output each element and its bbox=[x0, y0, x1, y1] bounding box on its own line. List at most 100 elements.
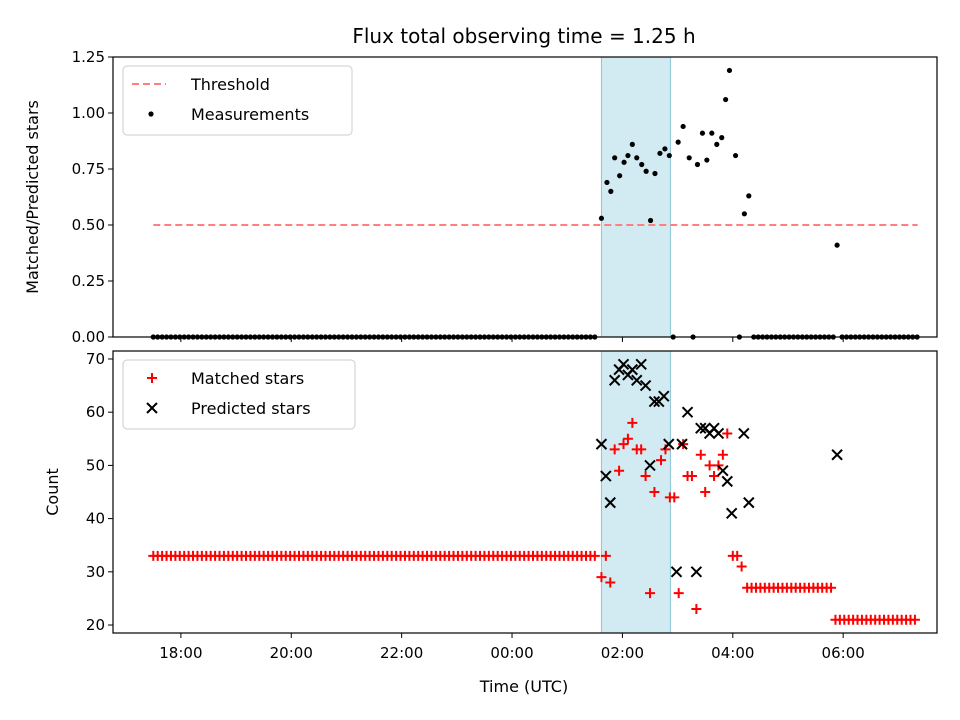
matched-star-marker bbox=[704, 460, 715, 471]
matched-star-marker bbox=[649, 487, 660, 497]
predicted-star-marker bbox=[743, 496, 755, 509]
legend-predicted-label: Predicted stars bbox=[191, 399, 311, 418]
measurement-point bbox=[834, 242, 840, 248]
y-tick-label: 1.25 bbox=[72, 48, 105, 66]
x-tick-label: 00:00 bbox=[490, 644, 533, 662]
x-tick-label: 18:00 bbox=[159, 644, 202, 662]
measurement-point bbox=[625, 152, 631, 159]
measurement-point bbox=[686, 155, 692, 161]
measurement-point bbox=[726, 67, 733, 74]
measurement-point bbox=[680, 123, 686, 130]
predicted-star-marker bbox=[617, 358, 630, 371]
predicted-star-marker bbox=[670, 566, 683, 578]
y-axis-label: Count bbox=[43, 468, 62, 516]
legend-box bbox=[122, 65, 353, 136]
predicted-star-marker bbox=[595, 438, 608, 450]
predicted-star-marker bbox=[631, 374, 643, 386]
legend-matched-swatch bbox=[147, 373, 157, 383]
matched-star-marker bbox=[686, 471, 697, 482]
measurement-point bbox=[634, 155, 640, 161]
legend-box bbox=[122, 359, 356, 430]
measurement-point bbox=[709, 130, 715, 136]
legend-matched-label: Matched stars bbox=[191, 369, 304, 388]
y-tick-label: 40 bbox=[86, 510, 105, 528]
legend-measurement-swatch bbox=[148, 111, 154, 117]
legend-measurement-label: Measurements bbox=[191, 105, 309, 124]
x-tick-label: 06:00 bbox=[822, 644, 865, 662]
x-tick-label: 02:00 bbox=[601, 644, 644, 662]
measurement-point bbox=[699, 130, 706, 136]
predicted-star-marker bbox=[831, 449, 843, 461]
matched-star-marker bbox=[673, 588, 684, 599]
measurement-point bbox=[741, 211, 747, 217]
measurement-point bbox=[723, 96, 729, 103]
y-tick-label: 0.25 bbox=[72, 272, 105, 290]
y-tick-label: 50 bbox=[86, 456, 105, 474]
predicted-star-marker bbox=[604, 496, 616, 509]
matched-star-marker bbox=[909, 614, 920, 625]
predicted-star-marker bbox=[663, 438, 675, 450]
matched-star-marker bbox=[695, 449, 706, 460]
count-panel: 20 30 40 50 60 70 18:00 20:00 22:00 00:00 02:00 04:… bbox=[43, 350, 938, 662]
measurement-point bbox=[621, 159, 627, 165]
chart-title: Flux total observing time = 1.25 h bbox=[352, 24, 695, 48]
measurement-point bbox=[643, 168, 649, 174]
axes-frame bbox=[112, 350, 938, 634]
predicted-star-marker bbox=[717, 465, 729, 477]
predicted-star-marker bbox=[690, 566, 703, 578]
matched-star-marker bbox=[622, 433, 633, 444]
predicted-star-marker bbox=[695, 422, 707, 434]
measurement-point bbox=[675, 139, 681, 145]
y-tick-label: 0.00 bbox=[72, 328, 105, 346]
measurement-point bbox=[652, 170, 658, 177]
legend-threshold-label: Threshold bbox=[190, 75, 270, 94]
y-axis-label: Matched/Predicted stars bbox=[23, 100, 42, 294]
axes-frame bbox=[112, 56, 938, 338]
x-tick-label: 04:00 bbox=[711, 644, 754, 662]
measurement-point bbox=[719, 135, 725, 141]
x-tick-label: 22:00 bbox=[380, 644, 423, 662]
predicted-star-marker bbox=[658, 390, 670, 402]
matched-star-marker bbox=[600, 550, 611, 561]
matched-star-marker bbox=[596, 572, 607, 583]
matched-star-marker bbox=[826, 582, 837, 593]
predicted-star-marker bbox=[712, 427, 725, 440]
predicted-star-marker bbox=[725, 507, 738, 519]
predicted-star-marker bbox=[676, 438, 688, 450]
matched-star-marker bbox=[618, 439, 629, 450]
observing-span bbox=[600, 56, 671, 338]
predicted-star-marker bbox=[738, 427, 750, 440]
matched-star-marker bbox=[645, 588, 656, 599]
y-tick-label: 0.50 bbox=[72, 216, 105, 234]
matched-star-marker bbox=[709, 471, 720, 482]
matched-star-marker bbox=[656, 455, 667, 466]
matched-star-marker bbox=[700, 487, 711, 497]
matched-star-marker bbox=[717, 449, 728, 460]
measurement-point bbox=[746, 193, 752, 199]
predicted-star-marker bbox=[600, 470, 612, 482]
predicted-star-marker bbox=[635, 358, 647, 371]
matched-star-marker bbox=[722, 428, 733, 439]
y-tick-label: 60 bbox=[86, 403, 105, 421]
legend-predicted-swatch bbox=[146, 402, 158, 414]
matched-star-marker bbox=[669, 492, 680, 503]
measurement-point bbox=[598, 215, 605, 221]
ratio-panel: 0.00 0.25 0.50 0.75 1.00 1.25 Matched/Predicte… bbox=[23, 48, 938, 346]
predicted-star-marker bbox=[639, 379, 652, 392]
legend: Matched stars Predicted stars bbox=[122, 359, 356, 430]
measurement-point bbox=[714, 141, 720, 147]
measurement-point bbox=[666, 152, 672, 159]
measurement-point bbox=[629, 141, 635, 147]
measurement-point bbox=[647, 217, 654, 224]
measurement-point bbox=[604, 179, 610, 186]
matched-star-marker bbox=[589, 550, 600, 561]
predicted-star-marker bbox=[721, 475, 733, 488]
legend: Threshold Measurements bbox=[122, 65, 353, 136]
measurement-point bbox=[732, 152, 739, 159]
measurement-point bbox=[617, 173, 623, 179]
x-tick-label: 20:00 bbox=[270, 644, 313, 662]
y-tick-label: 0.75 bbox=[72, 160, 105, 178]
matched-star-marker bbox=[732, 550, 743, 561]
matched-star-marker bbox=[614, 465, 625, 476]
